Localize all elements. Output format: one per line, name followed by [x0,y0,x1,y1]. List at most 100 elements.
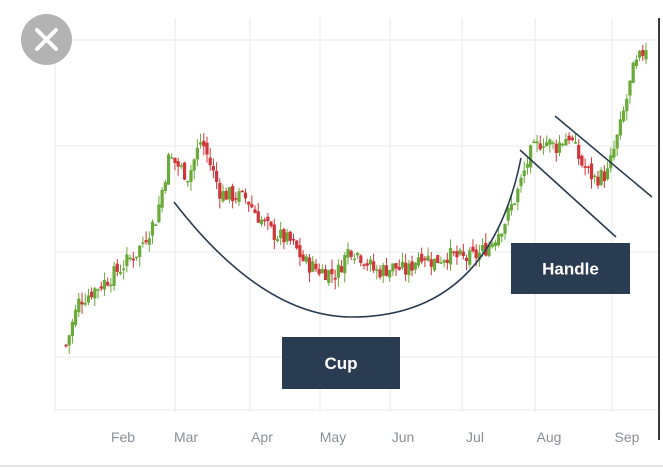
candle [593,173,597,184]
candle-body [86,295,91,303]
candle-body [605,168,610,180]
candle [173,157,177,171]
candle [224,187,228,200]
candle [583,158,587,176]
candle-body [404,262,408,275]
candle [131,251,135,268]
candle [307,254,312,283]
candle [493,239,497,251]
candle [509,195,514,216]
candle-body [247,201,251,205]
candle [346,242,350,265]
candle [176,157,180,176]
candle [138,244,142,267]
candle-body [564,138,568,146]
candle [535,134,539,153]
candle [368,255,373,272]
candle [359,254,363,267]
candle-body [314,263,318,270]
candle-body [109,284,113,287]
candle-body [439,262,443,264]
candle [320,264,324,274]
candle-body [529,145,533,168]
candle [554,139,558,162]
candle-body [586,166,590,168]
candle [343,252,347,283]
candle-body [545,142,549,147]
candle [349,249,353,261]
candle-body [112,266,116,286]
candle-body [128,257,132,260]
annotation-boxes: Cup Handle [282,243,630,389]
candle-body [253,209,257,214]
candle-body [176,161,180,167]
candle [426,247,430,262]
candle [163,179,167,194]
candle-body [516,188,520,203]
candle [221,184,225,203]
candle-body [577,144,581,159]
candle-body [144,240,148,243]
candle [596,171,600,189]
candle [259,216,264,227]
candle [93,286,97,306]
candle-body [538,143,542,150]
candle [327,269,331,286]
candle [439,256,443,264]
candle [605,161,610,181]
candle [122,260,126,280]
candle-body [400,261,405,268]
candle [275,235,280,243]
candle-body [234,198,238,200]
month-label-jun: Jun [392,429,415,445]
candle [372,253,376,273]
candle [564,133,568,146]
candle [570,135,574,142]
candle-body [301,254,305,261]
candle [192,158,196,180]
candle [397,259,401,271]
candle-body [240,190,244,193]
candle-body [554,143,558,153]
candle-body [557,142,562,153]
candle [90,287,94,300]
candle [602,165,606,189]
candle [541,138,546,155]
candle-body [279,229,283,239]
candle [186,180,190,187]
candle-body [192,159,196,171]
candle-body [125,254,129,267]
candle [205,136,209,163]
candle-body [368,259,373,265]
candle-body [131,258,135,261]
candle-body [320,269,324,274]
candle-body [375,269,379,271]
candle-body [525,163,530,168]
candle-body [186,180,190,183]
candle-body [122,268,126,271]
close-button[interactable] [21,14,72,65]
candle-body [496,234,501,246]
candle [74,304,78,328]
candle-body [173,157,177,163]
candle-body [138,245,142,258]
candle-body [96,289,100,291]
candle-body [291,239,296,241]
candle [83,293,87,307]
candle [503,223,507,240]
month-label-may: May [320,429,346,445]
candle [150,219,155,244]
handle-lower-line [519,149,617,238]
candle-body [455,251,459,258]
candle [250,195,254,209]
candle-body [394,263,398,269]
candle [577,139,581,166]
candle [227,186,232,204]
candle-body [436,255,440,264]
candle-body [612,148,616,158]
candle-body [218,183,222,199]
candle-body [551,142,555,144]
candle-body [202,140,206,147]
candle-body [134,256,139,259]
candle-body [330,268,334,275]
